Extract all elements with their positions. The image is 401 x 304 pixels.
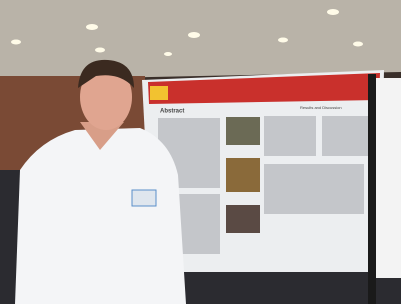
poster-section: Results and Discussion [300, 105, 342, 110]
stand [368, 74, 376, 304]
ceiling [0, 0, 401, 80]
poster-image [226, 117, 260, 145]
page: Abstract Results and Discussion (() => {… [0, 0, 401, 304]
shirt [15, 128, 186, 304]
side-board [376, 78, 401, 278]
poster-logo [150, 86, 168, 100]
photo: Abstract Results and Discussion [0, 0, 401, 304]
poster-image [226, 158, 260, 192]
poster-section: Abstract [160, 109, 184, 115]
name-tag [132, 190, 156, 206]
poster-image [226, 205, 260, 233]
